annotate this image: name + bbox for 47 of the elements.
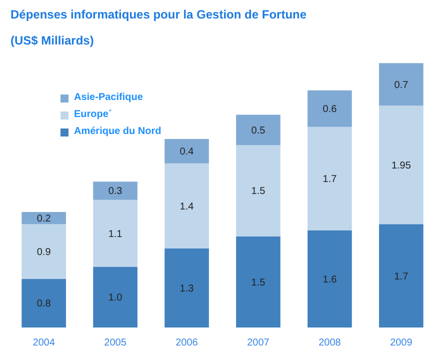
data-label: 0.8	[36, 298, 52, 310]
bar	[164, 248, 209, 328]
bar	[93, 266, 138, 328]
legend-label: Europe´	[74, 109, 112, 120]
bar	[308, 230, 352, 328]
bar	[93, 182, 138, 200]
bar	[93, 200, 138, 267]
bar	[308, 126, 352, 230]
data-label: 0.9	[36, 247, 52, 258]
data-label: 1.7	[394, 271, 409, 282]
bar	[379, 63, 424, 106]
x-tick-label: 2008	[318, 338, 342, 348]
data-label: 1.5	[251, 277, 266, 288]
bar	[379, 106, 424, 224]
x-tick-label: 2009	[390, 338, 413, 348]
bar	[22, 212, 66, 224]
bar	[22, 224, 66, 279]
bar	[164, 163, 209, 248]
bar	[236, 114, 280, 146]
x-tick-label: 2007	[247, 338, 270, 348]
data-label: 1.0	[108, 292, 123, 304]
bar	[164, 139, 209, 164]
data-label: 1.5	[251, 186, 266, 198]
data-label: 0.7	[394, 80, 409, 91]
data-label: 1.6	[322, 274, 338, 286]
x-tick-label: 2004	[32, 338, 56, 348]
bar	[308, 90, 352, 127]
data-label: 1.3	[180, 283, 194, 294]
bar	[236, 236, 280, 328]
data-label: 1.1	[108, 228, 123, 240]
x-tick-label: 2005	[104, 338, 127, 348]
chart-subtitle: (US$ Milliards)	[10, 34, 94, 48]
data-label: 1.4	[180, 201, 194, 212]
legend-label: Amérique du Nord	[74, 126, 162, 137]
chart-title: Dépenses informatiques pour la Gestion de Fortune	[10, 8, 307, 22]
x-tick-label: 2006	[176, 338, 198, 348]
bar	[379, 224, 424, 328]
data-label: 0.6	[322, 104, 338, 116]
data-label: 0.4	[180, 146, 194, 158]
data-label: 1.7	[322, 174, 338, 186]
data-label: 1.95	[391, 160, 412, 172]
data-label: 0.5	[251, 125, 266, 136]
data-label: 0.3	[108, 186, 123, 198]
data-label: 0.2	[36, 214, 52, 225]
bar	[22, 278, 66, 328]
bar	[236, 145, 280, 236]
legend-label: Asie-Pacifique	[74, 92, 143, 103]
